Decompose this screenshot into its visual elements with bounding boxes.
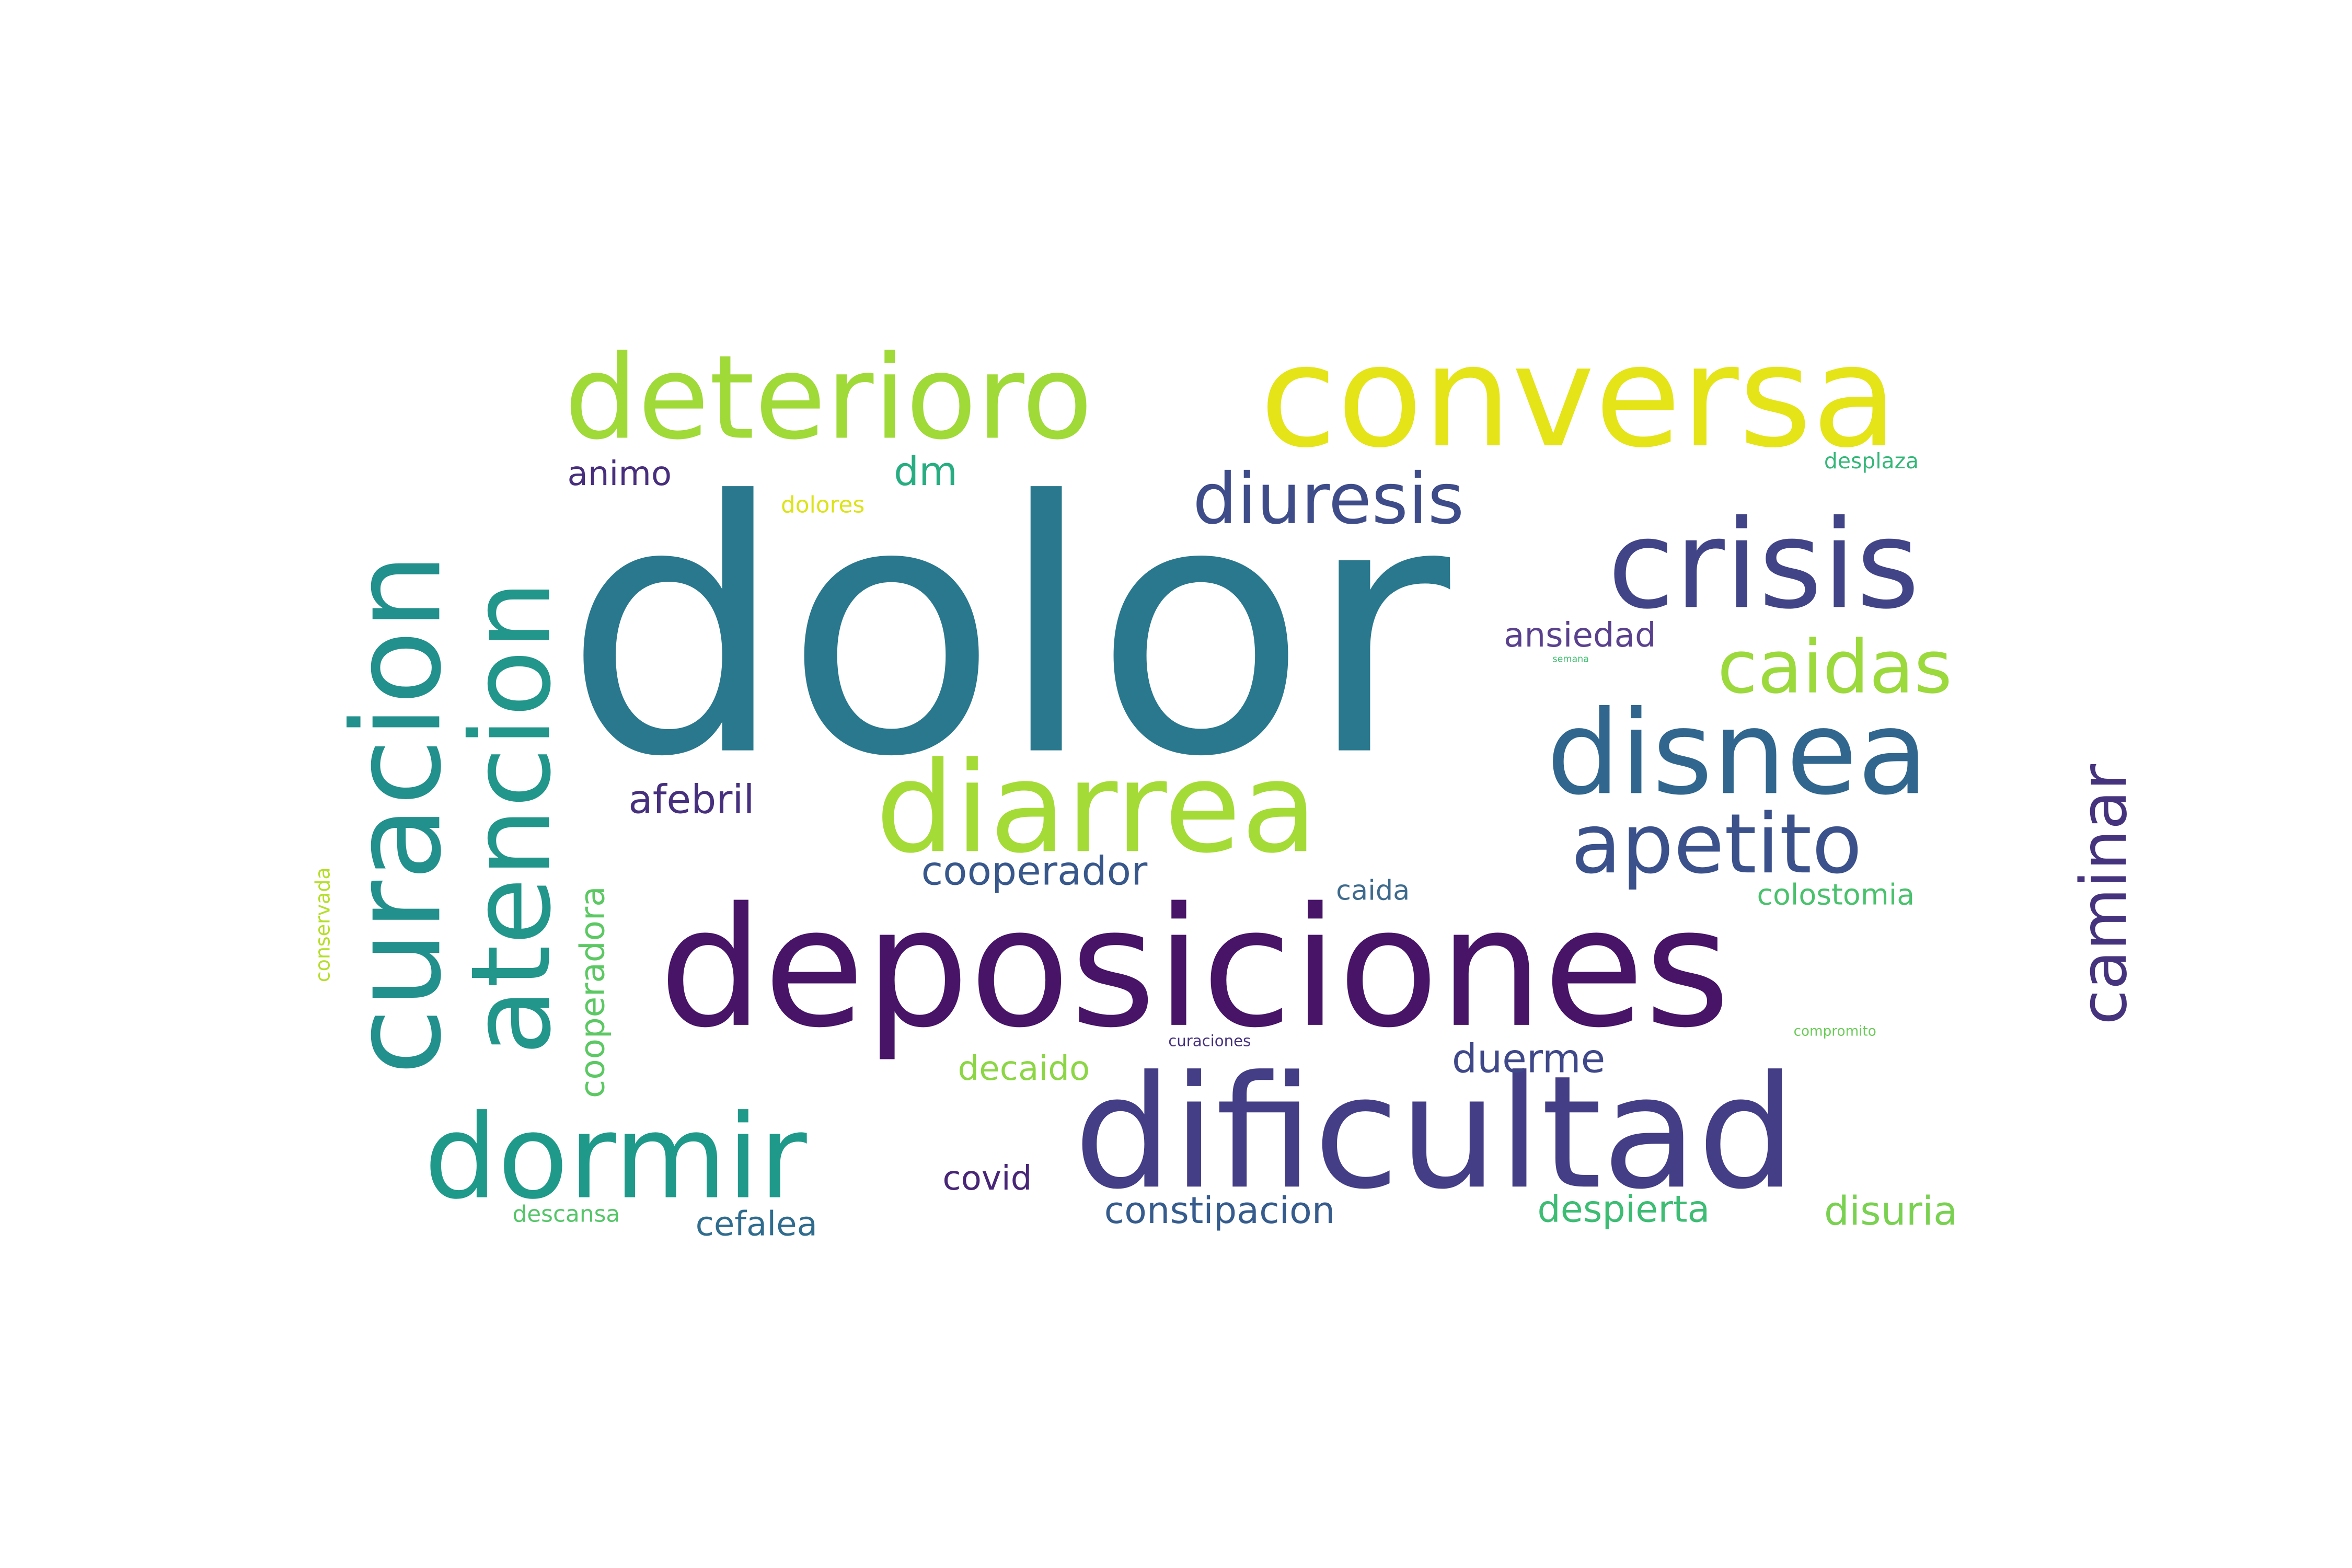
- word-disnea: disnea: [1547, 686, 1929, 821]
- word-constipacion: constipacion: [1104, 1189, 1335, 1232]
- word-crisis: crisis: [1608, 494, 1920, 636]
- word-descansa: descansa: [512, 1201, 620, 1227]
- word-atencion: atencion: [447, 580, 575, 1055]
- word-disuria: disuria: [1824, 1188, 1958, 1234]
- word-diarrea: diarrea: [875, 735, 1318, 881]
- word-despierta: despierta: [1537, 1187, 1710, 1230]
- word-covid: covid: [942, 1159, 1032, 1198]
- word-compromito: compromito: [1794, 1023, 1876, 1039]
- word-desplaza: desplaza: [1824, 448, 1919, 474]
- word-apetito: apetito: [1571, 797, 1862, 892]
- word-cooperadora: cooperadora: [573, 886, 613, 1098]
- word-duerme: duerme: [1452, 1035, 1605, 1081]
- word-deposiciones: deposiciones: [659, 872, 1731, 1064]
- word-colostomia: colostomia: [1757, 878, 1915, 912]
- word-caida: caida: [1336, 875, 1410, 907]
- word-cooperador: cooperador: [921, 848, 1148, 894]
- word-dormir: dormir: [424, 1090, 807, 1225]
- word-dificultad: dificultad: [1074, 1043, 1796, 1224]
- word-curacion: curacion: [326, 553, 468, 1075]
- word-conservada: conservada: [311, 867, 334, 982]
- word-cefalea: cefalea: [696, 1205, 817, 1244]
- word-ansiedad: ansiedad: [1504, 616, 1656, 655]
- word-caidas: caidas: [1717, 625, 1952, 710]
- word-curaciones: curaciones: [1168, 1032, 1251, 1050]
- word-deterioro: deterioro: [564, 330, 1093, 465]
- word-animo: animo: [567, 454, 672, 493]
- word-decaido: decaido: [958, 1049, 1090, 1088]
- word-diuresis: diuresis: [1193, 458, 1465, 540]
- word-dolores: dolores: [781, 491, 864, 518]
- word-conversa: conversa: [1260, 316, 1898, 479]
- word-afebril: afebril: [628, 776, 754, 822]
- word-semana: semana: [1553, 654, 1589, 664]
- word-caminar: caminar: [2067, 764, 2141, 1025]
- word-dolor: dolor: [564, 428, 1454, 833]
- word-dm: dm: [894, 448, 958, 494]
